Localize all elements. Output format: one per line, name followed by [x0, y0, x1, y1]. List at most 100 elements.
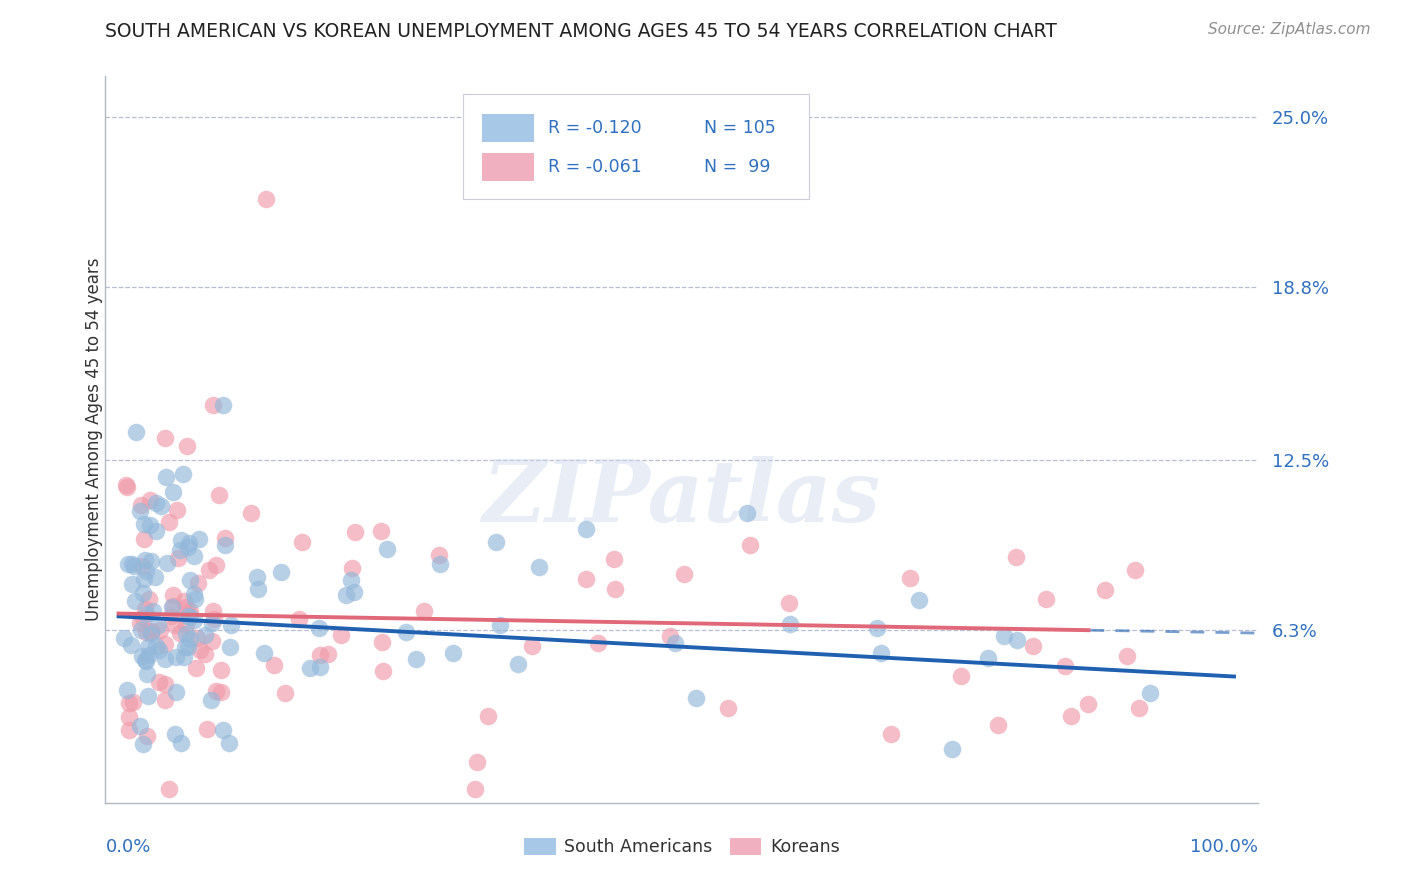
Point — [139, 517, 162, 532]
Point — [477, 709, 499, 723]
Point — [170, 736, 193, 750]
Point — [335, 588, 357, 602]
Point — [187, 575, 209, 590]
Point — [169, 542, 191, 557]
Point — [1005, 549, 1028, 564]
Point — [162, 484, 184, 499]
Point — [1035, 592, 1057, 607]
Point — [179, 573, 201, 587]
Point — [211, 723, 233, 737]
Point — [163, 727, 186, 741]
Point — [298, 661, 321, 675]
Point — [139, 624, 162, 638]
Point — [153, 431, 176, 445]
Point — [132, 586, 155, 600]
Point — [156, 556, 179, 570]
Point — [201, 615, 224, 630]
Point — [201, 604, 224, 618]
Point — [134, 653, 156, 667]
Point — [184, 591, 207, 606]
Point — [219, 618, 242, 632]
Point — [162, 588, 184, 602]
Point — [136, 690, 159, 704]
Point — [136, 640, 159, 655]
Point — [174, 600, 197, 615]
Point — [309, 660, 332, 674]
Point — [135, 564, 157, 578]
Point — [738, 538, 761, 552]
Point — [174, 627, 197, 641]
Point — [880, 726, 903, 740]
Point — [160, 599, 183, 614]
Point — [169, 626, 191, 640]
Point — [1128, 701, 1150, 715]
Point — [179, 604, 201, 618]
Point — [139, 624, 162, 639]
Point — [135, 654, 157, 668]
Point — [405, 651, 427, 665]
Point — [375, 541, 398, 556]
Point — [1123, 563, 1146, 577]
Point — [115, 480, 138, 494]
Text: R = -0.061: R = -0.061 — [548, 158, 643, 176]
Point — [778, 596, 800, 610]
Point — [142, 604, 165, 618]
Point — [155, 470, 177, 484]
Point — [412, 605, 434, 619]
Point — [118, 710, 141, 724]
Point — [131, 648, 153, 663]
Text: 100.0%: 100.0% — [1191, 838, 1258, 855]
Point — [373, 665, 395, 679]
Text: 0.0%: 0.0% — [105, 838, 150, 855]
Point — [212, 398, 235, 412]
Point — [149, 623, 172, 637]
Point — [605, 582, 627, 596]
Point — [218, 736, 240, 750]
Point — [179, 609, 201, 624]
Point — [131, 559, 153, 574]
Point — [1059, 708, 1081, 723]
Point — [121, 557, 143, 571]
Point — [252, 646, 274, 660]
Point — [135, 607, 157, 621]
Y-axis label: Unemployment Among Ages 45 to 54 years: Unemployment Among Ages 45 to 54 years — [86, 258, 103, 621]
Point — [146, 618, 169, 632]
Point — [153, 637, 176, 651]
Point — [132, 532, 155, 546]
Point — [115, 477, 138, 491]
Point — [208, 488, 231, 502]
Point — [209, 685, 232, 699]
Point — [145, 524, 167, 538]
Text: SOUTH AMERICAN VS KOREAN UNEMPLOYMENT AMONG AGES 45 TO 54 YEARS CORRELATION CHAR: SOUTH AMERICAN VS KOREAN UNEMPLOYMENT AM… — [105, 22, 1057, 41]
Point — [779, 617, 801, 632]
Point — [489, 617, 512, 632]
Point — [167, 551, 190, 566]
Point — [465, 755, 488, 769]
Point — [129, 504, 152, 518]
Text: R = -0.120: R = -0.120 — [548, 120, 641, 137]
Point — [218, 640, 240, 654]
Point — [603, 551, 626, 566]
Point — [129, 615, 152, 630]
Legend: South Americans, Koreans: South Americans, Koreans — [517, 831, 846, 863]
Point — [129, 498, 152, 512]
Point — [520, 640, 543, 654]
Point — [1077, 698, 1099, 712]
Point — [198, 563, 221, 577]
Point — [193, 648, 215, 662]
Point — [429, 557, 451, 571]
Point — [112, 631, 135, 645]
Point — [148, 643, 170, 657]
Point — [141, 627, 163, 641]
Point — [575, 522, 598, 536]
Point — [1115, 648, 1137, 663]
Point — [135, 667, 157, 681]
Point — [427, 548, 450, 562]
Point — [370, 524, 392, 538]
Point — [209, 663, 232, 677]
Point — [173, 649, 195, 664]
Point — [308, 621, 330, 635]
Point — [949, 669, 972, 683]
Point — [214, 531, 236, 545]
Point — [115, 683, 138, 698]
